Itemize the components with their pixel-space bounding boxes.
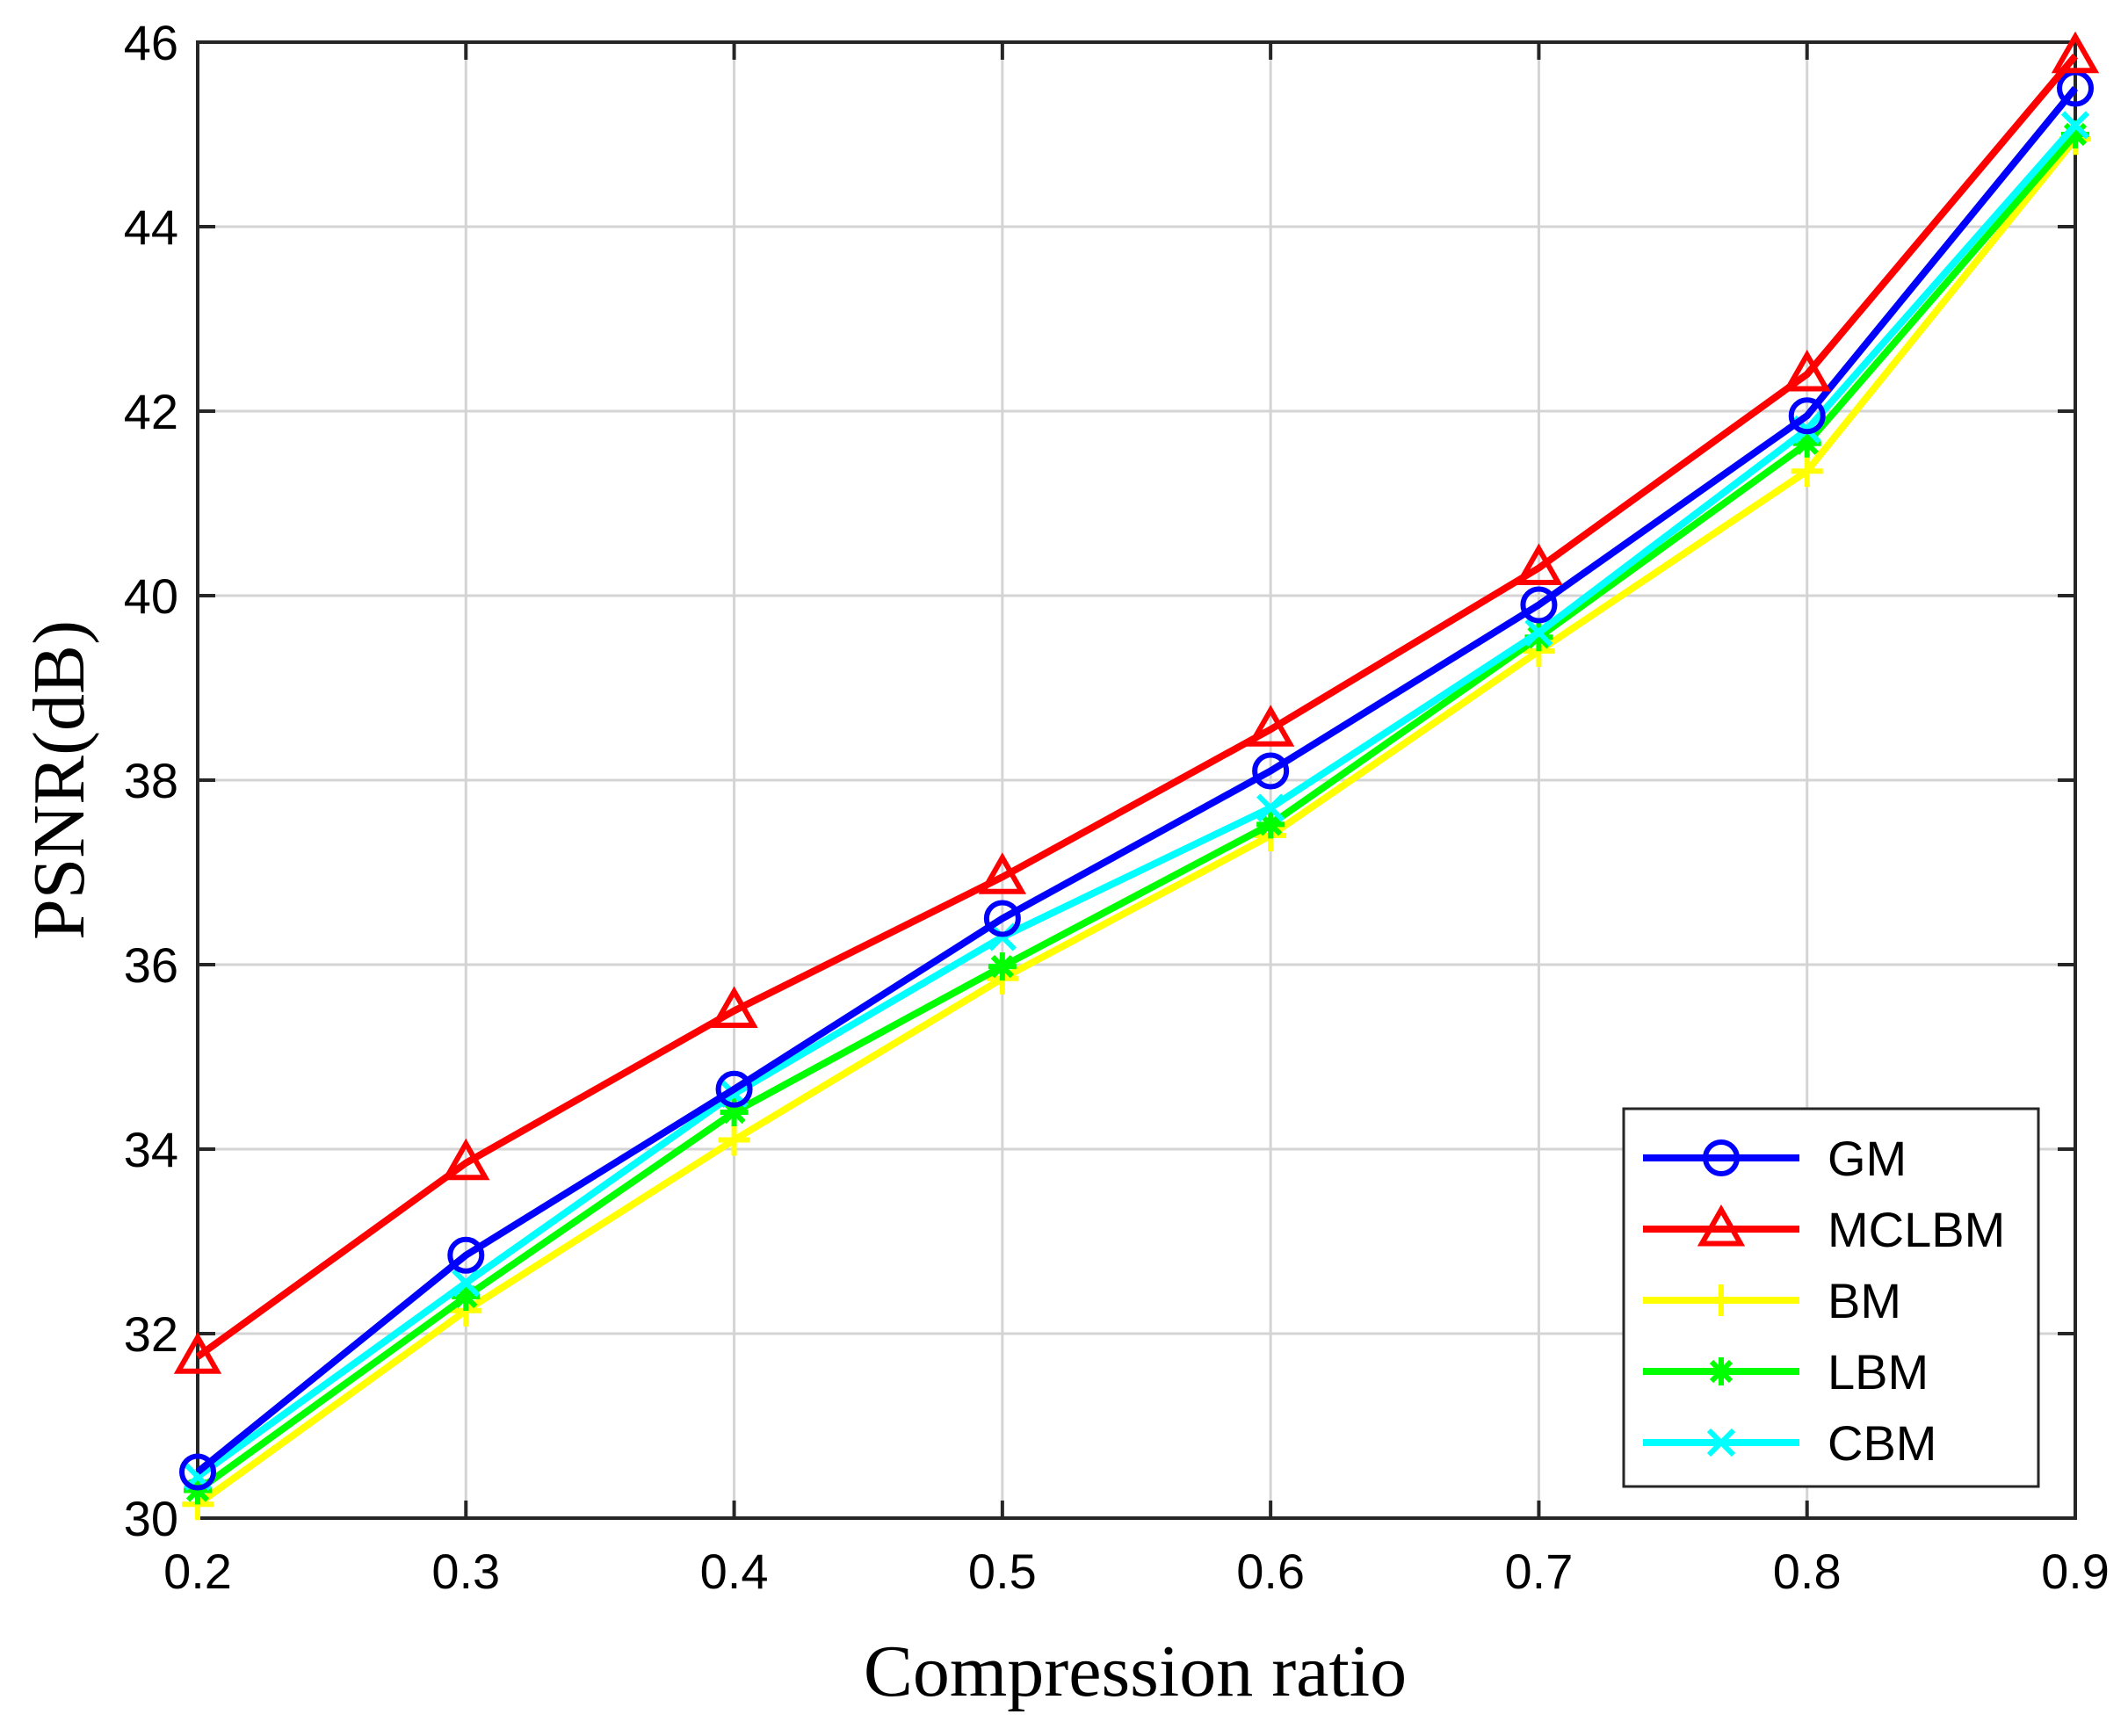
legend-marker-lbm (1707, 1357, 1735, 1385)
legend-marker-gm (1703, 1139, 1740, 1176)
legend-label-bm: BM (1828, 1273, 1901, 1328)
legend-item-lbm: LBM (1643, 1344, 1929, 1400)
legend-label-cbm: CBM (1828, 1415, 1936, 1471)
series-line-bm (195, 136, 2079, 1508)
data-point-mclbm (1515, 543, 1563, 585)
y-axis-title: PSNR(dB) (18, 620, 100, 940)
legend-label-gm: GM (1828, 1131, 1907, 1186)
y-tick-label: 46 (124, 15, 178, 70)
legend-marker-bm (1705, 1284, 1737, 1316)
data-point-bm (718, 1124, 750, 1156)
legend-item-cbm: CBM (1643, 1415, 1936, 1471)
data-point-cbm (1256, 793, 1285, 822)
data-point-gm (1252, 752, 1290, 790)
x-tick-label: 0.5 (968, 1544, 1037, 1599)
x-tick-label: 0.3 (431, 1544, 500, 1599)
y-tick-label: 32 (124, 1306, 178, 1362)
data-point-bm (1791, 455, 1823, 488)
data-point-mclbm (978, 852, 1027, 894)
data-point-cbm (2060, 111, 2090, 140)
data-point-mclbm (710, 986, 758, 1028)
data-point-mclbm (442, 1138, 490, 1181)
y-tick-label: 36 (124, 937, 178, 993)
data-point-cbm (1524, 618, 1553, 647)
x-axis-title: Compression ratio (864, 1631, 1407, 1712)
y-tick-label: 30 (124, 1491, 178, 1546)
x-tick-label: 0.6 (1236, 1544, 1305, 1599)
y-tick-labels: 30 32 34 36 38 40 42 44 46 (124, 15, 178, 1546)
y-tick-label: 34 (124, 1122, 178, 1177)
series-line-gm (195, 85, 2079, 1475)
legend-item-bm: BM (1643, 1273, 1901, 1328)
legend-label-mclbm: MCLBM (1828, 1202, 2005, 1257)
data-point-mclbm (1246, 705, 1295, 747)
data-point-cbm (452, 1269, 481, 1298)
x-tick-label: 0.8 (1773, 1544, 1842, 1599)
x-tick-label: 0.9 (2041, 1544, 2110, 1599)
data-point-lbm (1256, 810, 1285, 839)
x-tick-label: 0.7 (1504, 1544, 1573, 1599)
data-point-mclbm (1783, 349, 1831, 392)
x-tick-label: 0.2 (163, 1544, 232, 1599)
data-point-gm (715, 1070, 753, 1108)
x-tick-label: 0.4 (700, 1544, 769, 1599)
x-tick-labels: 0.2 0.3 0.4 0.5 0.6 0.7 0.8 0.9 (163, 1544, 2110, 1599)
data-point-gm (1520, 586, 1558, 624)
data-point-lbm (452, 1283, 481, 1311)
data-point-gm (179, 1453, 216, 1491)
data-point-cbm (988, 922, 1017, 951)
legend: GM MCLBM BM LBM CBM (1622, 1107, 2040, 1488)
data-point-lbm (720, 1098, 749, 1126)
legend-item-mclbm: MCLBM (1643, 1202, 2005, 1257)
series-line-lbm (195, 132, 2079, 1494)
legend-label-lbm: LBM (1828, 1344, 1929, 1400)
series-gm (179, 69, 2094, 1491)
data-point-gm (1788, 397, 1826, 435)
series-group (173, 31, 2100, 1521)
data-point-lbm (1792, 429, 1821, 458)
series-line-mclbm (195, 54, 2079, 1360)
y-tick-label: 38 (124, 753, 178, 808)
data-point-gm (983, 900, 1021, 937)
legend-marker-mclbm (1697, 1204, 1746, 1247)
data-point-gm (447, 1236, 485, 1274)
series-mclbm (173, 31, 2100, 1374)
axis-ticks (196, 40, 2077, 1520)
data-point-lbm (1524, 623, 1553, 652)
y-tick-label: 40 (124, 568, 178, 624)
y-tick-label: 44 (124, 199, 178, 255)
y-tick-label: 42 (124, 384, 178, 439)
legend-marker-cbm (1706, 1428, 1736, 1458)
data-point-lbm (988, 952, 1017, 981)
data-point-mclbm (173, 1332, 222, 1374)
legend-item-gm: GM (1643, 1131, 1907, 1186)
series-line-cbm (195, 122, 2079, 1479)
data-point-mclbm (2051, 31, 2100, 74)
data-point-lbm (2061, 120, 2089, 148)
